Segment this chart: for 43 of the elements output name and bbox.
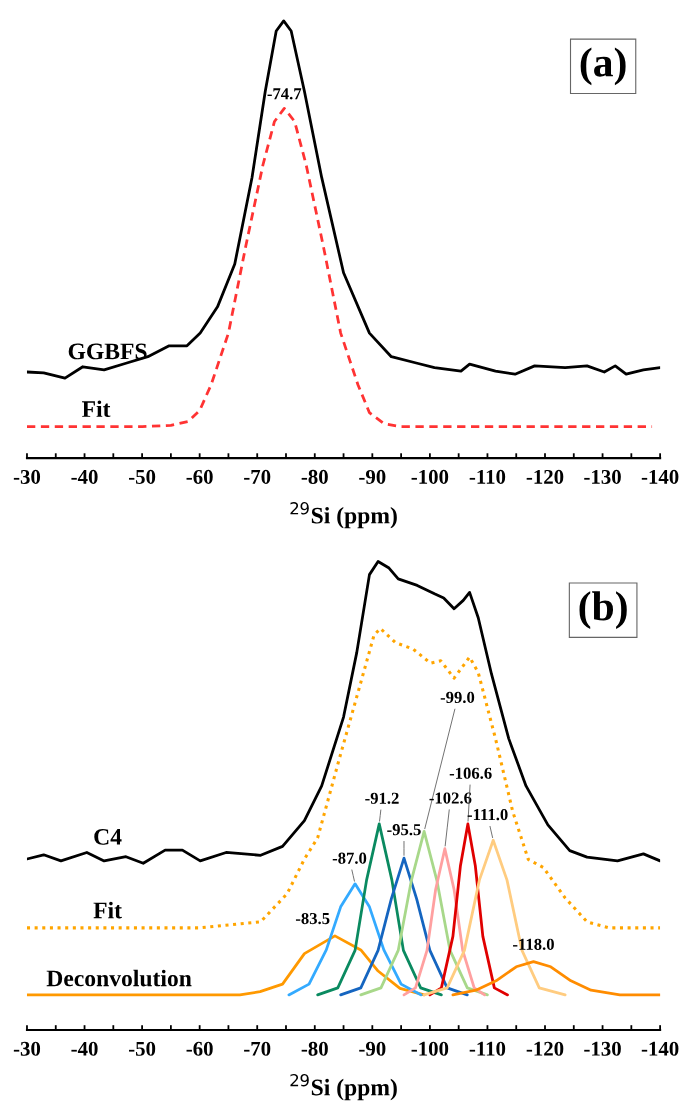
annotation: -106.6 — [449, 767, 492, 779]
annotation: -118.0 — [513, 938, 554, 950]
x-tick-label: -140 — [641, 469, 679, 484]
series-label: Deconvolution — [46, 969, 192, 987]
x-tick-label: -120 — [526, 469, 564, 484]
series-label: C4 — [94, 828, 122, 845]
annotation: -74.7 — [267, 88, 302, 100]
x-tick-label: -70 — [244, 1041, 271, 1056]
x-axis-title: $^{29}$Si (ppm) — [290, 502, 397, 529]
x-tick-label: -90 — [359, 1041, 386, 1056]
x-tick-label: -50 — [128, 469, 156, 484]
annotation: -83.5 — [295, 912, 330, 925]
x-tick-label: -130 — [584, 1041, 621, 1056]
x-axis-title: $^{29}$Si (ppm) — [290, 1073, 397, 1101]
x-tick-label: -110 — [469, 1041, 506, 1056]
annotation: -102.6 — [429, 792, 472, 804]
x-tick-label: -30 — [13, 1041, 41, 1056]
x-tick-label: -100 — [411, 1041, 449, 1056]
annotation: (b) — [579, 591, 627, 630]
annotation: -91.2 — [365, 792, 399, 804]
x-tick-label: -140 — [641, 1041, 679, 1056]
x-tick-label: -40 — [71, 1041, 98, 1056]
annotation: -87.0 — [332, 852, 367, 864]
series-label: Fit — [93, 901, 122, 919]
x-tick-label: -40 — [71, 469, 98, 484]
x-tick-label: -60 — [186, 469, 213, 484]
x-tick-label: -100 — [411, 469, 449, 484]
x-tick-label: -90 — [359, 469, 386, 484]
annotation: -111.0 — [467, 808, 508, 821]
x-tick-label: -110 — [469, 469, 506, 484]
x-tick-label: -120 — [526, 1041, 564, 1056]
annotation: -99.0 — [440, 691, 475, 704]
x-tick-label: -60 — [186, 1041, 213, 1056]
series-label: Fit — [82, 400, 111, 418]
x-tick-label: -30 — [13, 469, 41, 484]
x-tick-label: -130 — [584, 469, 621, 484]
x-tick-label: -50 — [128, 1041, 156, 1056]
annotation: (a) — [580, 47, 626, 86]
series-label: GGBFS — [68, 343, 147, 360]
x-tick-label: -70 — [244, 469, 271, 484]
x-tick-label: -80 — [301, 469, 328, 484]
x-tick-label: -80 — [301, 1041, 328, 1056]
annotation: -95.5 — [387, 824, 421, 836]
